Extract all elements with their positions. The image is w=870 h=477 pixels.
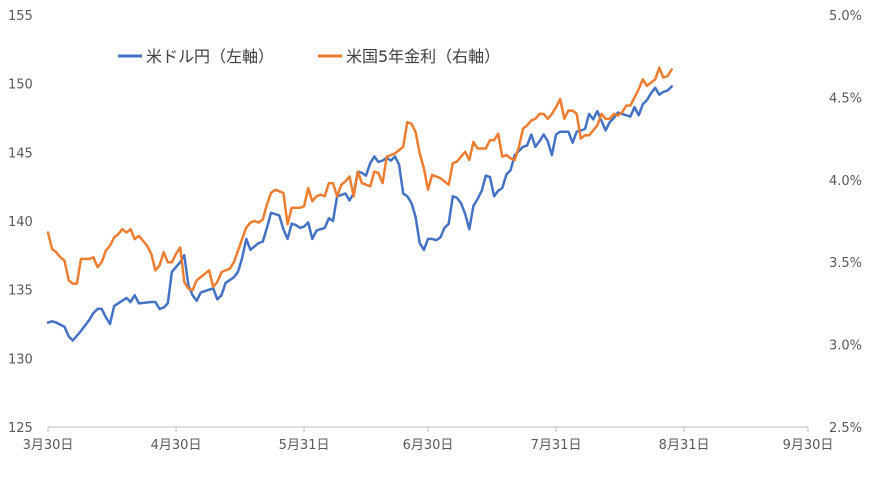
right-tick-label: 4.5% — [829, 91, 862, 106]
left-tick-label: 135 — [8, 284, 33, 299]
series-layer — [46, 66, 673, 342]
x-tick-label: 6月30日 — [403, 438, 454, 453]
right-axis-ticks: 2.5% 3.0% 3.5% 4.0% 4.5% 5.0% — [829, 9, 862, 436]
x-tick-label: 7月31日 — [531, 438, 582, 453]
left-tick-label: 130 — [8, 352, 33, 367]
legend: 米ドル円（左軸） 米国5年金利（右軸） — [118, 47, 500, 66]
x-tick-label: 3月30日 — [23, 438, 74, 453]
legend-label: 米ドル円（左軸） — [146, 47, 274, 66]
right-tick-label: 5.0% — [829, 9, 862, 24]
right-tick-label: 2.5% — [829, 421, 862, 436]
us5y-yield-series-line — [46, 66, 673, 292]
left-tick-label: 140 — [8, 215, 33, 230]
x-tick-label: 9月30日 — [783, 438, 834, 453]
left-tick-label: 125 — [8, 421, 33, 436]
left-tick-label: 145 — [8, 146, 33, 161]
usdjpy-series-line — [46, 85, 673, 342]
right-tick-label: 3.5% — [829, 256, 862, 271]
x-tick-label: 4月30日 — [151, 438, 202, 453]
left-tick-label: 155 — [8, 9, 33, 24]
x-tick-label: 5月31日 — [279, 438, 330, 453]
left-tick-label: 150 — [8, 78, 33, 93]
legend-label: 米国5年金利（右軸） — [346, 47, 500, 66]
x-axis-ticks: 3月30日 4月30日 5月31日 6月30日 7月31日 8月31日 9月30日 — [23, 427, 834, 453]
x-tick-label: 8月31日 — [659, 438, 710, 453]
right-tick-label: 3.0% — [829, 339, 862, 354]
right-tick-label: 4.0% — [829, 174, 862, 189]
left-axis-ticks: 125 130 135 140 145 150 155 — [8, 9, 33, 436]
